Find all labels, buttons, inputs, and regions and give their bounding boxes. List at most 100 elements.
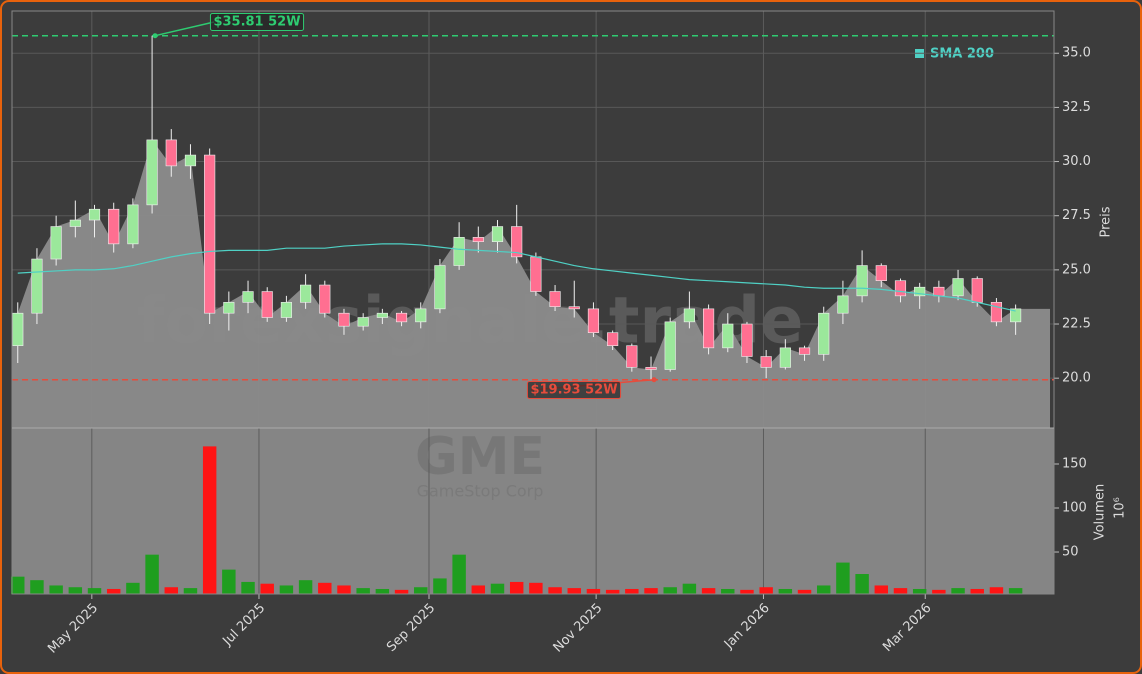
- volume-bar: [625, 588, 639, 594]
- volume-tick-label: 100: [1062, 501, 1087, 516]
- candle-body: [607, 332, 619, 346]
- volume-bar: [337, 585, 351, 594]
- y-tick-label: 22.5: [1062, 317, 1091, 332]
- candle-body: [933, 286, 945, 297]
- candle-body: [914, 286, 926, 297]
- candle-body: [664, 321, 676, 370]
- candle-body: [703, 308, 715, 349]
- volume-bar: [279, 585, 294, 594]
- candle-body: [280, 302, 292, 318]
- candle-body: [798, 347, 811, 355]
- candle-body: [530, 256, 542, 292]
- arrow-head: [152, 33, 158, 39]
- company: GameStop Corp: [417, 482, 544, 501]
- volume-bar: [471, 585, 486, 594]
- volume-bar: [721, 588, 735, 594]
- volume-bar: [49, 585, 63, 594]
- volume-bar: [605, 589, 620, 594]
- volume-bar: [644, 588, 658, 594]
- volume-bar: [30, 580, 44, 594]
- candle-body: [491, 226, 504, 243]
- candle-body: [971, 278, 983, 303]
- candle-body: [683, 308, 695, 323]
- candle-body: [760, 356, 772, 368]
- candle-body: [722, 323, 734, 349]
- candle-body: [338, 312, 350, 327]
- volume-bar: [989, 587, 1004, 594]
- volume-bar: [912, 588, 927, 594]
- volume-bar: [260, 583, 274, 594]
- volume-bar: [932, 589, 946, 594]
- candle-body: [472, 237, 484, 243]
- volume-bar: [874, 585, 889, 594]
- candle-body: [511, 226, 523, 258]
- candle-body: [856, 265, 868, 297]
- volume-bar: [836, 562, 850, 594]
- candle-body: [395, 312, 408, 323]
- volume-bar: [145, 554, 159, 594]
- volume-axis-label: Volumen: [1093, 484, 1108, 541]
- candle-body: [108, 208, 120, 245]
- volume-bar: [183, 588, 198, 594]
- candle-body: [300, 284, 312, 303]
- volume-bar: [567, 588, 581, 594]
- candle-body: [568, 306, 580, 310]
- volume-bar: [68, 587, 83, 594]
- candle-body: [242, 291, 254, 303]
- candle-body: [415, 308, 427, 323]
- candle-body: [645, 367, 657, 370]
- volume-bar: [778, 588, 793, 594]
- volume-bar: [970, 588, 984, 594]
- legend-label: SMA 200: [930, 47, 994, 62]
- candle-body: [894, 280, 907, 297]
- y-tick-label: 32.5: [1062, 100, 1091, 115]
- volume-bar: [586, 588, 601, 594]
- volume-bar: [797, 589, 812, 594]
- candle-body: [31, 258, 43, 314]
- volume-bar: [548, 587, 562, 594]
- volume-bar: [433, 578, 447, 594]
- candle-body: [319, 284, 331, 314]
- candle-body: [223, 302, 235, 314]
- y-axis-label: Preis: [1099, 206, 1114, 237]
- candle-body: [204, 154, 216, 314]
- volume-bar: [663, 587, 677, 594]
- candle-body: [1010, 308, 1022, 323]
- candle-body: [261, 291, 273, 318]
- candle-body: [12, 312, 24, 346]
- volume-bar: [701, 588, 716, 594]
- arrow-head: [651, 377, 657, 383]
- candle-body: [434, 265, 446, 310]
- volume-unit: 10⁶: [1113, 497, 1128, 519]
- plot-border: [11, 10, 1055, 595]
- volume-bar: [740, 589, 754, 594]
- volume-bar: [682, 583, 697, 594]
- annotation-box: [209, 13, 305, 31]
- sma-line: [17, 243, 1016, 312]
- candle-body: [626, 345, 638, 368]
- volume-bar: [298, 580, 313, 594]
- volume-panel: [12, 428, 1054, 594]
- volume-bar: [1008, 588, 1023, 594]
- candle-body: [376, 312, 388, 318]
- candle-body: [952, 278, 964, 297]
- annotation-box: [526, 381, 622, 399]
- candle-body: [184, 154, 197, 167]
- volume-bar: [164, 587, 178, 594]
- candle-body: [88, 208, 101, 221]
- volume-bar: [414, 587, 428, 594]
- candle-body: [875, 265, 887, 281]
- candle-body: [837, 295, 849, 314]
- volume-bar: [222, 569, 236, 594]
- volume-bar: [202, 446, 217, 594]
- candle-body: [549, 291, 561, 307]
- y-tick-label: 27.5: [1062, 208, 1091, 223]
- volume-bar: [241, 581, 255, 594]
- candle-body: [818, 312, 830, 355]
- volume-bar: [529, 582, 543, 594]
- volume-bar: [951, 588, 965, 594]
- ticker: GME: [415, 427, 545, 487]
- volume-bar: [817, 585, 831, 594]
- candle-body: [357, 317, 369, 327]
